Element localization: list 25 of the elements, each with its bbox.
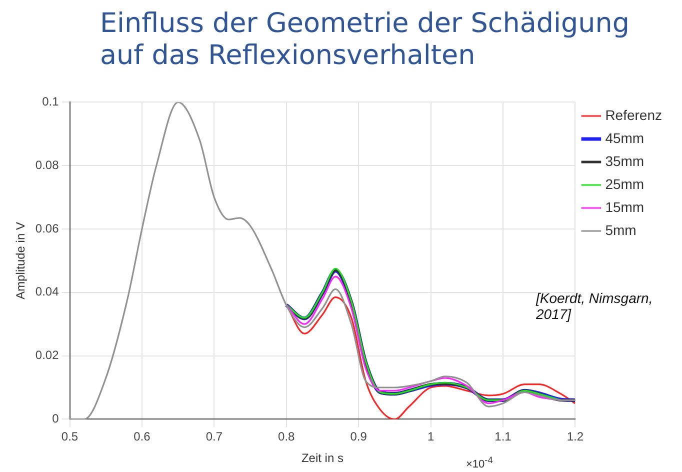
chart-title: Einfluss der Geometrie der Schädigung auf das Reflexionsverhalten <box>100 8 631 72</box>
y-tick-label: 0.06 <box>35 221 60 236</box>
x-tick-label: 0.5 <box>61 430 78 444</box>
x-tick-label: 0.7 <box>206 430 223 444</box>
legend-label: 5mm <box>605 222 636 238</box>
x-tick-label: 1 <box>427 430 434 444</box>
legend-label: Referenz <box>605 106 662 123</box>
y-tick-label: 0 <box>52 412 60 426</box>
x-tick-label: 0.8 <box>278 430 296 444</box>
x-axis-title: Zeit in s <box>301 451 344 466</box>
x-tick-label: 0.6 <box>134 430 151 444</box>
legend-label: 25mm <box>605 176 644 192</box>
x-tick-label: 1.2 <box>566 430 584 444</box>
annotation: [Koerdt, Nimsgarn, 2017] <box>536 290 654 322</box>
y-tick-label: 0.04 <box>35 284 60 299</box>
x-tick-label: 0.9 <box>350 430 368 444</box>
y-tick-label: 0.02 <box>35 348 60 362</box>
legend-label: 15mm <box>605 198 644 215</box>
x-tick-label: 1.1 <box>494 430 512 444</box>
y-tick-label: 0.1 <box>42 94 60 109</box>
text: ×10$^{-4}$ <box>466 455 493 471</box>
y-tick-label: 0.08 <box>35 158 60 172</box>
y-axis-title: Amplitude in V <box>14 222 28 300</box>
legend-label: 35mm <box>605 152 644 169</box>
legend-label: 45mm <box>605 130 644 146</box>
